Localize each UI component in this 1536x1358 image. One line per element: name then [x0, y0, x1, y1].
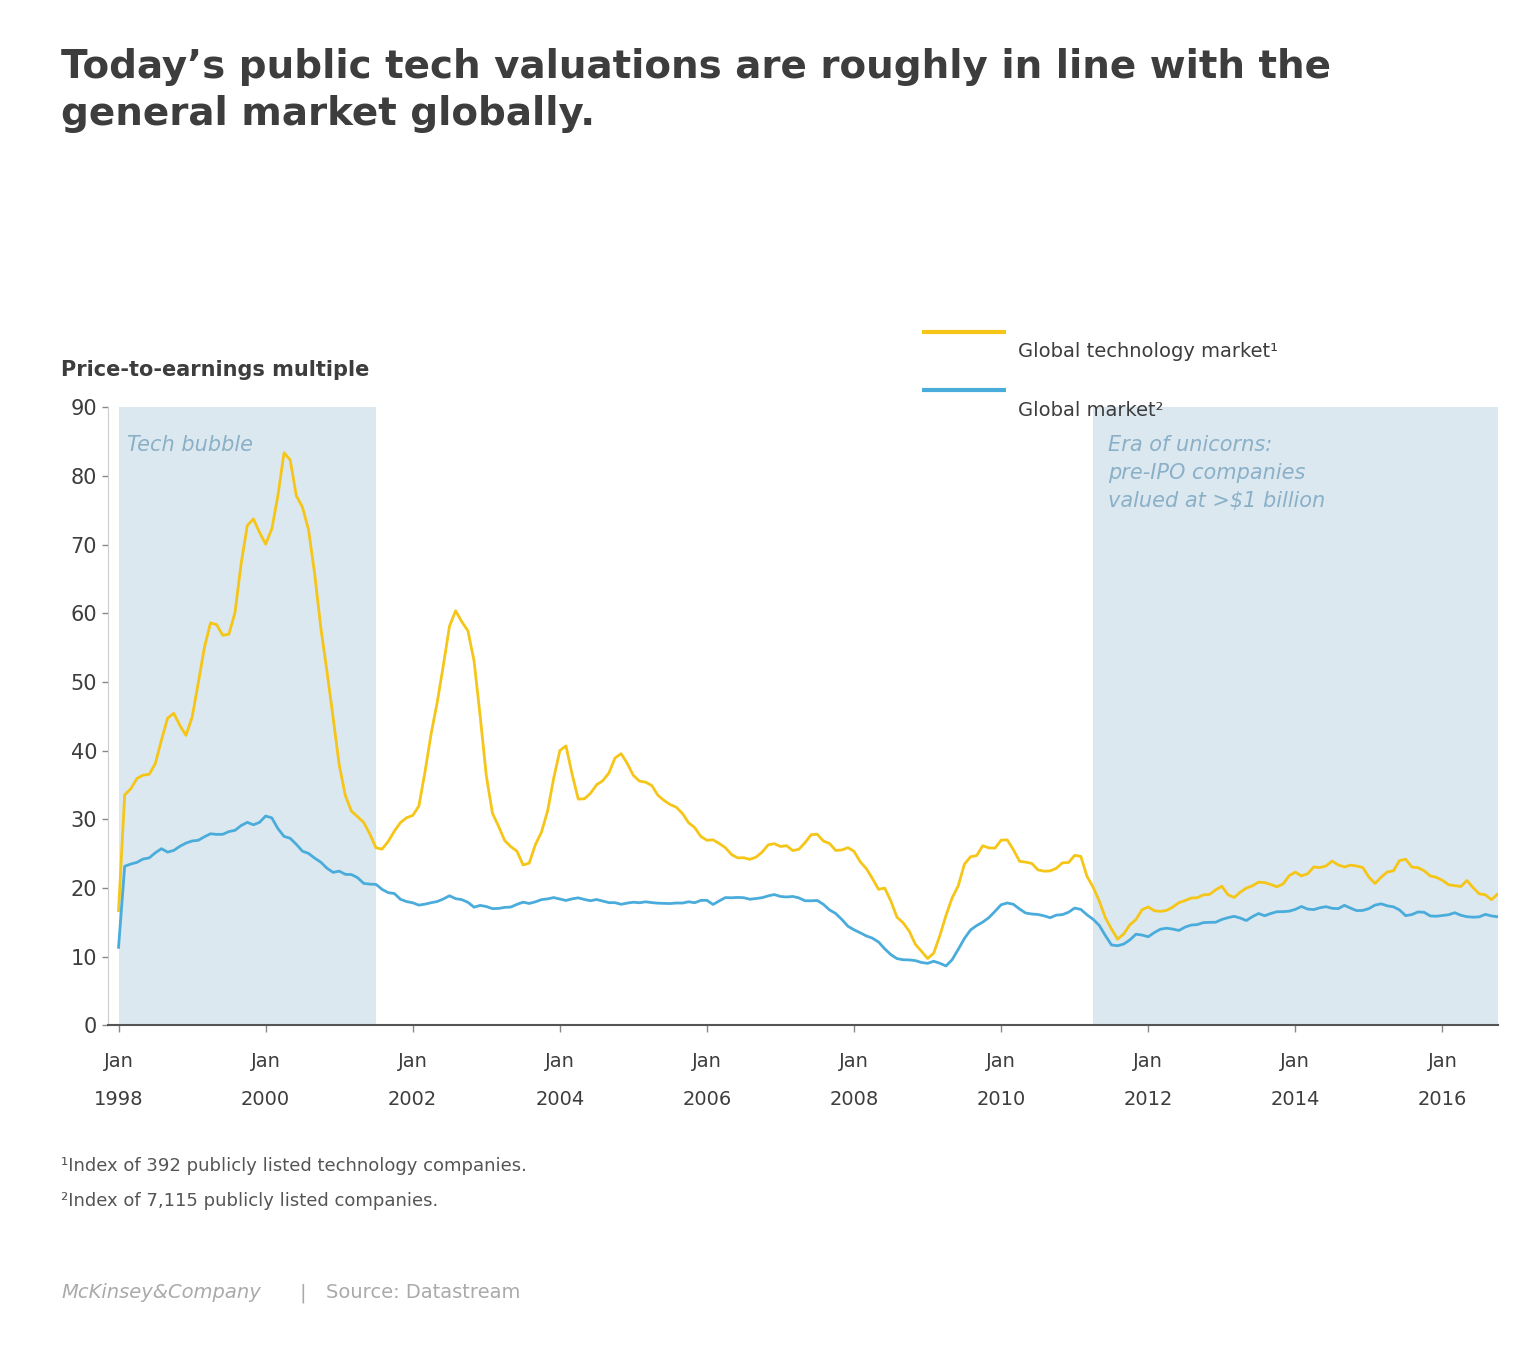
Text: Jan: Jan: [986, 1052, 1017, 1071]
Text: Era of unicorns:
pre-IPO companies
valued at >$1 billion: Era of unicorns: pre-IPO companies value…: [1107, 435, 1326, 511]
Text: Jan: Jan: [250, 1052, 281, 1071]
Text: 2004: 2004: [535, 1090, 585, 1109]
Text: 2006: 2006: [682, 1090, 731, 1109]
Text: Tech bubble: Tech bubble: [127, 435, 253, 455]
Text: Jan: Jan: [103, 1052, 134, 1071]
Text: ¹Index of 392 publicly listed technology companies.: ¹Index of 392 publicly listed technology…: [61, 1157, 527, 1175]
Text: Jan: Jan: [693, 1052, 722, 1071]
Text: Jan: Jan: [1281, 1052, 1310, 1071]
Text: |: |: [300, 1283, 306, 1302]
Text: Jan: Jan: [839, 1052, 869, 1071]
Text: 2012: 2012: [1123, 1090, 1174, 1109]
Text: 2014: 2014: [1270, 1090, 1319, 1109]
Text: Jan: Jan: [398, 1052, 427, 1071]
Text: 2010: 2010: [977, 1090, 1026, 1109]
Text: 2008: 2008: [829, 1090, 879, 1109]
Text: Global technology market¹: Global technology market¹: [1018, 342, 1278, 361]
Text: 2002: 2002: [389, 1090, 438, 1109]
Text: Jan: Jan: [545, 1052, 574, 1071]
Text: 2016: 2016: [1418, 1090, 1467, 1109]
Text: Price-to-earnings multiple: Price-to-earnings multiple: [61, 360, 370, 380]
Text: Jan: Jan: [1134, 1052, 1163, 1071]
Text: 2000: 2000: [241, 1090, 290, 1109]
Bar: [118, 407, 376, 1025]
Bar: [1094, 407, 1498, 1025]
Text: Jan: Jan: [1427, 1052, 1458, 1071]
Text: Source: Datastream: Source: Datastream: [326, 1283, 521, 1302]
Text: 1998: 1998: [94, 1090, 143, 1109]
Text: Global market²: Global market²: [1018, 401, 1164, 420]
Text: ²Index of 7,115 publicly listed companies.: ²Index of 7,115 publicly listed companie…: [61, 1192, 439, 1210]
Text: Today’s public tech valuations are roughly in line with the
general market globa: Today’s public tech valuations are rough…: [61, 48, 1332, 133]
Text: McKinsey&Company: McKinsey&Company: [61, 1283, 261, 1302]
